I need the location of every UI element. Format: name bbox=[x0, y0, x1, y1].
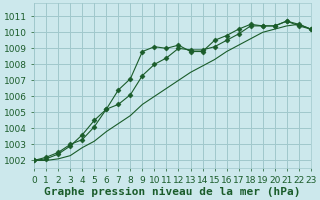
X-axis label: Graphe pression niveau de la mer (hPa): Graphe pression niveau de la mer (hPa) bbox=[44, 186, 301, 197]
